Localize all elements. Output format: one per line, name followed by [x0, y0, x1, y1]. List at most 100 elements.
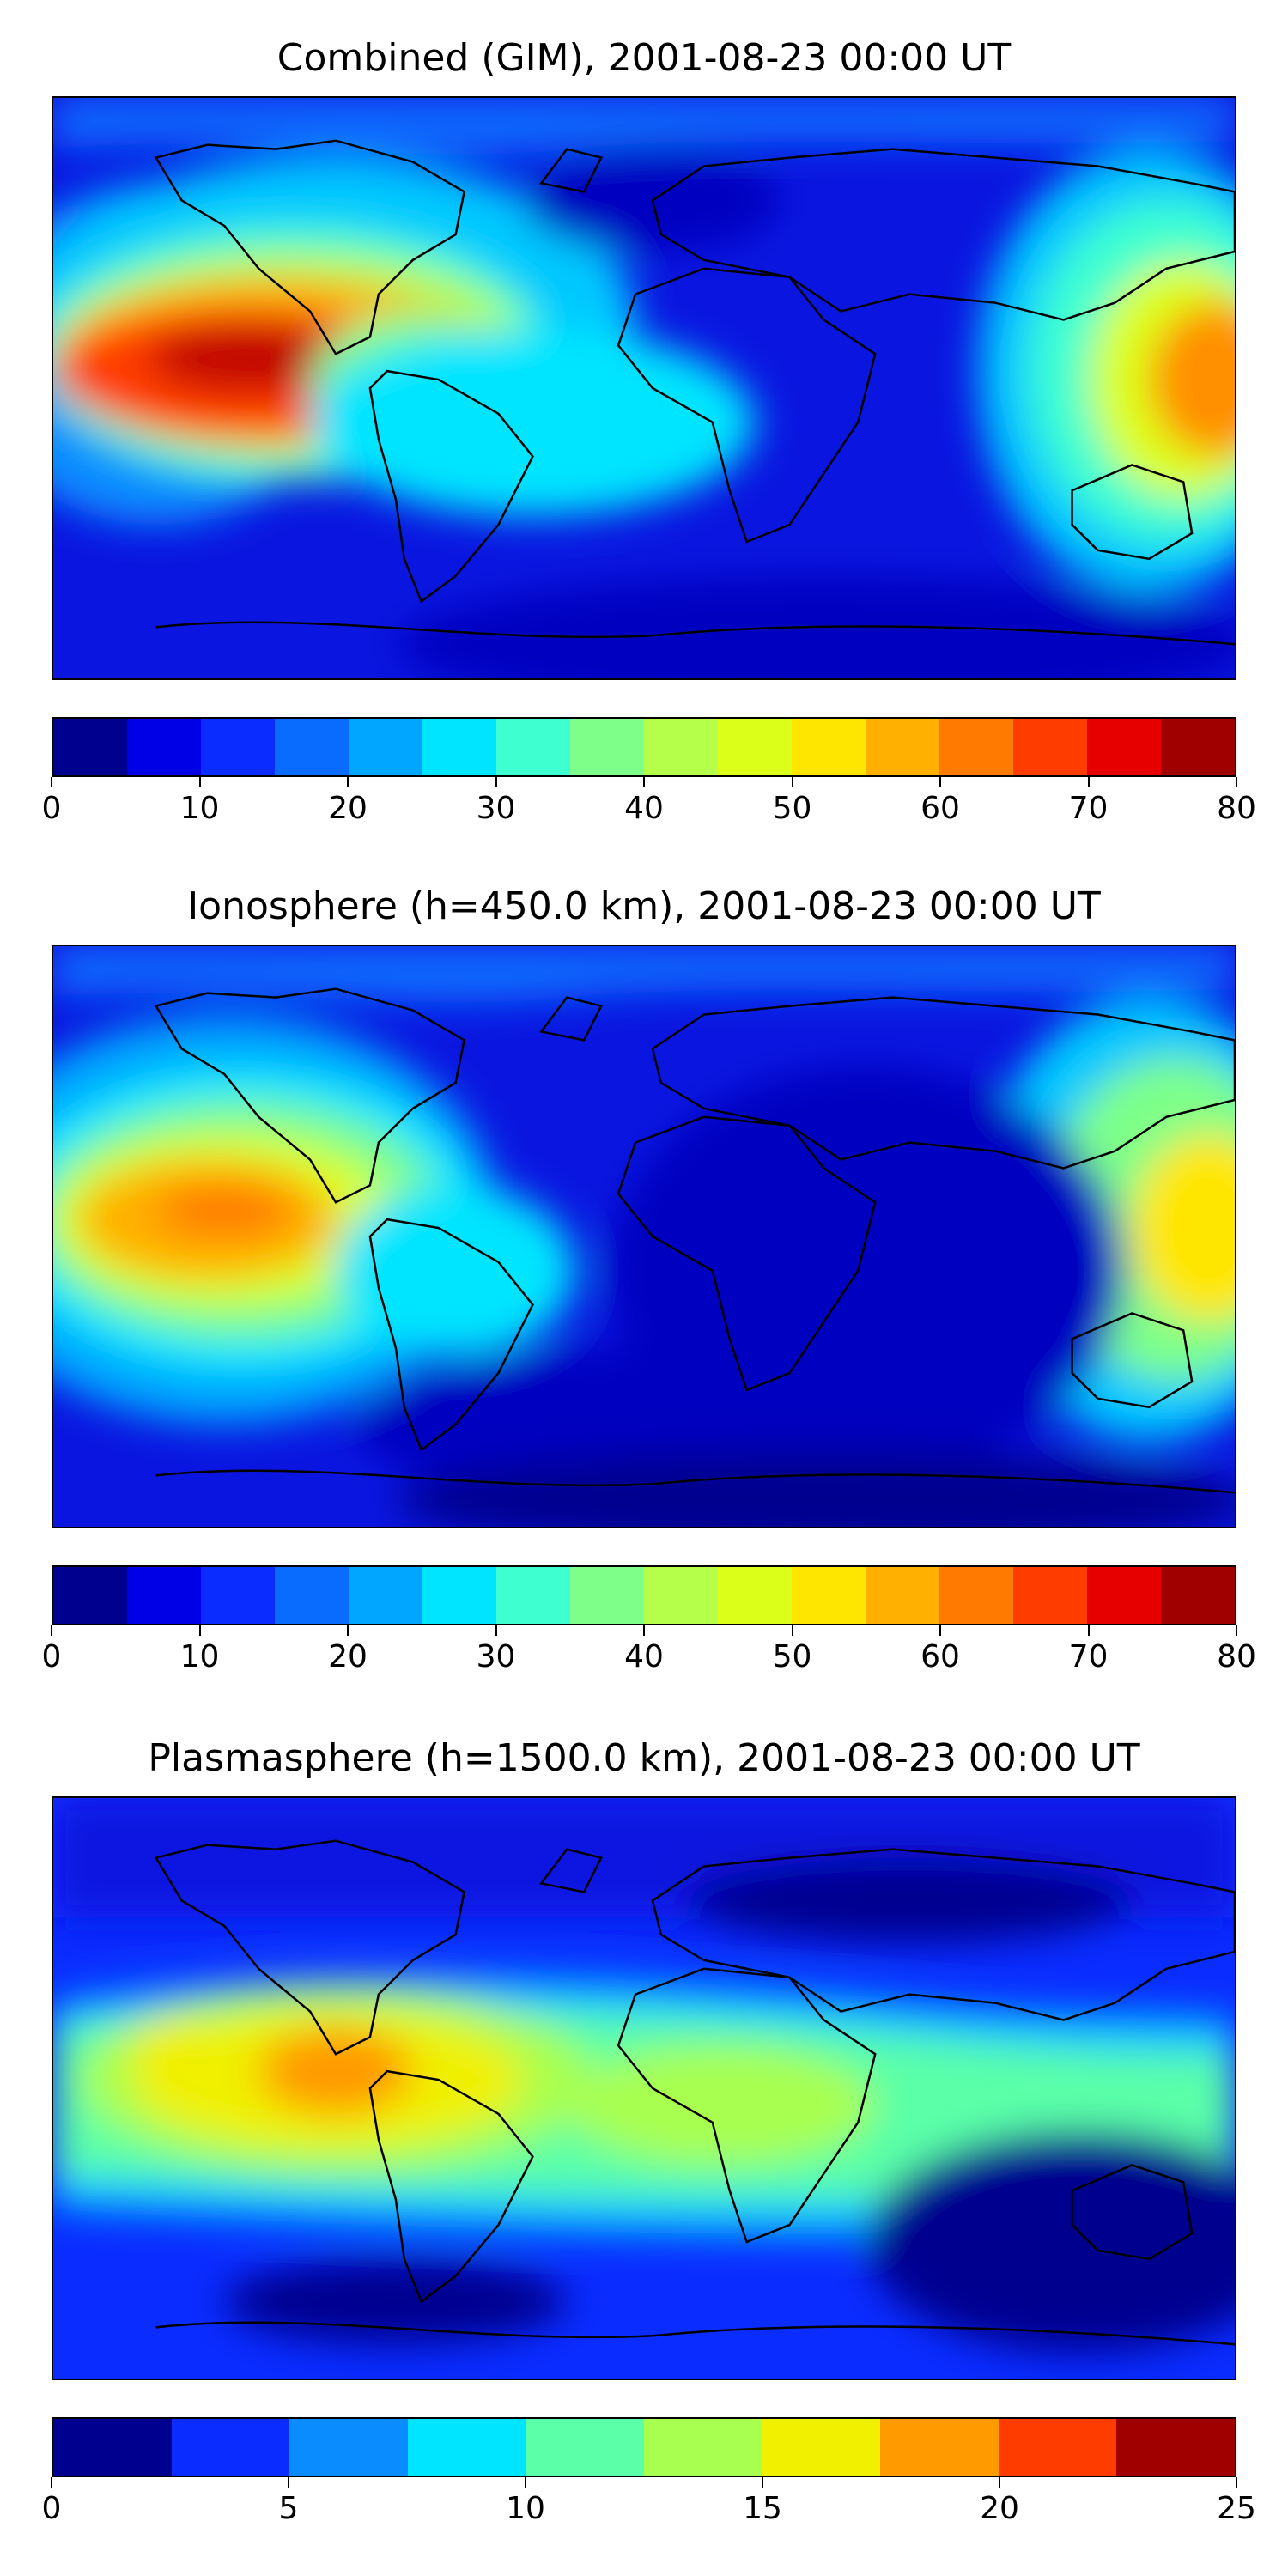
colorbar-segment — [643, 2419, 762, 2476]
colorbar-tick — [51, 777, 52, 787]
colorbar-tick-label: 70 — [1068, 791, 1109, 826]
colorbar-tick-label: 60 — [920, 791, 960, 826]
colorbar-segment — [1013, 719, 1087, 775]
colorbar-segment — [201, 1567, 275, 1624]
colorbar-tick-label: 25 — [1217, 2491, 1256, 2526]
colorbar-ticks-plasmasphere: 0 5 10 15 20 25 — [42, 2477, 1256, 2529]
colorbar-ticks-combined: 0 10 20 30 40 50 60 70 80 — [42, 777, 1256, 829]
colorbar-segment — [53, 1567, 127, 1624]
colorbar-tick-label: 5 — [278, 2491, 299, 2526]
colorbar-segment — [349, 719, 422, 775]
colorbar-tick — [762, 2477, 763, 2488]
colorbar-tick — [1236, 2477, 1237, 2488]
colorbar-ionosphere — [52, 1565, 1236, 1625]
colorbar-tick — [347, 1625, 349, 1636]
colorbar-tick-label: 80 — [1217, 791, 1256, 826]
colorbar-tick — [495, 777, 497, 787]
colorbar-tick-label: 50 — [772, 1639, 812, 1674]
map-combined — [52, 96, 1236, 680]
colorbar-tick-label: 40 — [624, 1639, 664, 1674]
colorbar-segment — [718, 1567, 792, 1624]
colorbar-segment — [939, 1567, 1013, 1624]
colorbar-segment — [792, 1567, 866, 1624]
colorbar-segment — [275, 1567, 349, 1624]
colorbar-tick-label: 10 — [179, 1639, 220, 1674]
colorbar-tick — [1236, 777, 1237, 787]
colorbar-segment — [1013, 1567, 1087, 1624]
colorbar-tick — [347, 777, 349, 787]
colorbar-tick-label: 40 — [624, 791, 664, 826]
colorbar-segment — [570, 719, 644, 775]
colorbar-segment — [127, 719, 201, 775]
colorbar-segment — [1161, 719, 1235, 775]
colorbar-tick — [198, 777, 201, 787]
colorbar-ticks-ionosphere: 0 10 20 30 40 50 60 70 80 — [42, 1625, 1256, 1677]
colorbar-segment — [1161, 1567, 1235, 1624]
colorbar-segment — [762, 2419, 881, 2476]
colorbar-segment — [496, 1567, 570, 1624]
colorbar-tick-label: 60 — [920, 1639, 960, 1674]
colorbar-tick-label: 20 — [980, 2491, 1019, 2526]
colorbar-tick — [643, 777, 645, 787]
colorbar-segment — [718, 719, 792, 775]
panel-title-combined: Combined (GIM), 2001-08-23 00:00 UT — [276, 36, 1012, 80]
colorbar-tick-label: 0 — [41, 791, 62, 826]
colorbar-segment — [422, 1567, 496, 1624]
colorbar-segment — [201, 719, 275, 775]
colorbar-tick — [288, 2477, 289, 2488]
colorbar-segment — [866, 719, 939, 775]
colorbar-tick — [1087, 777, 1090, 787]
colorbar-segment — [407, 2419, 526, 2476]
colorbar-tick-label: 15 — [743, 2491, 782, 2526]
colorbar-segment — [570, 1567, 644, 1624]
colorbar-tick-label: 30 — [476, 1639, 516, 1674]
colorbar-tick — [198, 1625, 201, 1636]
colorbar-tick — [51, 1625, 52, 1636]
panel-title-ionosphere: Ionosphere (h=450.0 km), 2001-08-23 00:0… — [187, 884, 1101, 928]
colorbar-segment — [289, 2419, 408, 2476]
colorbar-segment — [880, 2419, 999, 2476]
colorbar-segment — [939, 719, 1013, 775]
colorbar-tick — [791, 777, 793, 787]
tec-map-plasmasphere — [53, 1798, 1235, 2379]
colorbar-tick — [525, 2477, 526, 2488]
colorbar-tick — [495, 1625, 497, 1636]
colorbar-tick — [791, 1625, 793, 1636]
panel-title-plasmasphere: Plasmasphere (h=1500.0 km), 2001-08-23 0… — [148, 1736, 1140, 1780]
colorbar-segment — [866, 1567, 939, 1624]
colorbar-segment — [349, 1567, 422, 1624]
colorbar-tick — [51, 2477, 52, 2488]
colorbar-segment — [792, 719, 866, 775]
colorbar-segment — [53, 719, 127, 775]
colorbar-segment — [171, 2419, 290, 2476]
colorbar-tick-label: 20 — [328, 1639, 368, 1674]
colorbar-segment — [644, 719, 718, 775]
colorbar-tick — [1087, 1625, 1090, 1636]
coastlines — [154, 987, 1235, 1494]
tec-map-ionosphere — [53, 946, 1235, 1527]
colorbar-tick-label: 0 — [41, 1639, 62, 1674]
colorbar-segment — [526, 2419, 644, 2476]
colorbar-segment — [422, 719, 496, 775]
colorbar-tick-label: 10 — [506, 2491, 545, 2526]
colorbar-segment — [1116, 2419, 1235, 2476]
colorbar-segment — [275, 719, 349, 775]
coastlines — [154, 139, 1235, 646]
colorbar-segment — [127, 1567, 201, 1624]
colorbar-combined — [52, 717, 1236, 777]
colorbar-tick — [643, 1625, 645, 1636]
colorbar-plasmasphere — [52, 2417, 1236, 2477]
coastlines — [154, 1839, 1235, 2346]
colorbar-segment — [1087, 719, 1161, 775]
colorbar-tick-label: 30 — [476, 791, 516, 826]
colorbar-tick-label: 10 — [179, 791, 220, 826]
colorbar-segment — [53, 2419, 172, 2476]
colorbar-tick-label: 20 — [328, 791, 368, 826]
colorbar-segment — [496, 719, 570, 775]
colorbar-tick — [999, 2477, 1000, 2488]
map-ionosphere — [52, 945, 1236, 1528]
colorbar-tick-label: 70 — [1068, 1639, 1109, 1674]
map-plasmasphere — [52, 1796, 1236, 2380]
colorbar-tick-label: 80 — [1217, 1639, 1256, 1674]
colorbar-tick-label: 50 — [772, 791, 812, 826]
